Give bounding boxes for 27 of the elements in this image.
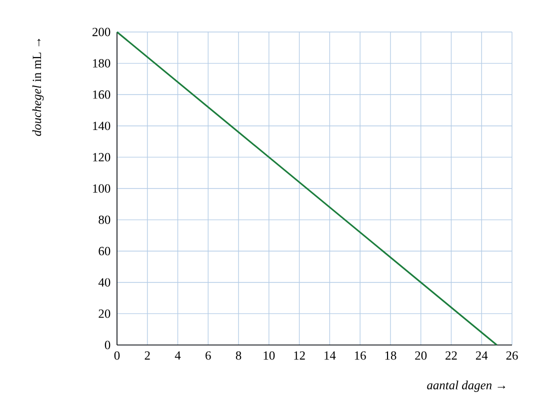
y-tick-label: 160 xyxy=(93,90,110,99)
x-tick-label: 26 xyxy=(506,351,518,360)
x-tick-label: 8 xyxy=(236,351,242,360)
x-tick-label: 2 xyxy=(144,351,150,360)
x-tick-label: 12 xyxy=(294,351,305,360)
x-tick-label: 18 xyxy=(385,351,396,360)
y-tick-label: 20 xyxy=(98,310,110,318)
x-tick-label: 16 xyxy=(354,351,366,360)
y-tick-label: 40 xyxy=(98,278,110,287)
x-tick-label: 4 xyxy=(174,351,181,360)
x-tick-label: 20 xyxy=(415,351,427,360)
x-tick-label: 0 xyxy=(114,351,120,360)
y-tick-label: 0 xyxy=(104,340,110,350)
y-tick-label: 80 xyxy=(98,216,110,224)
y-tick-label: 120 xyxy=(93,153,110,162)
x-tick-label: 10 xyxy=(264,351,275,360)
x-axis-title: aantal dagen → xyxy=(427,380,506,392)
x-tick-label: 22 xyxy=(446,351,457,360)
y-tick-label: 200 xyxy=(92,28,110,36)
y-tick-label: 100 xyxy=(93,184,110,193)
x-tick-label: 24 xyxy=(476,351,488,360)
y-axis-title: douchegel in mL → xyxy=(32,38,44,136)
y-tick-label: 140 xyxy=(93,122,110,130)
x-tick-label: 6 xyxy=(206,351,211,360)
x-tick-label: 14 xyxy=(324,351,336,360)
y-tick-label: 180 xyxy=(93,59,110,68)
y-tick-label: 60 xyxy=(98,246,110,256)
